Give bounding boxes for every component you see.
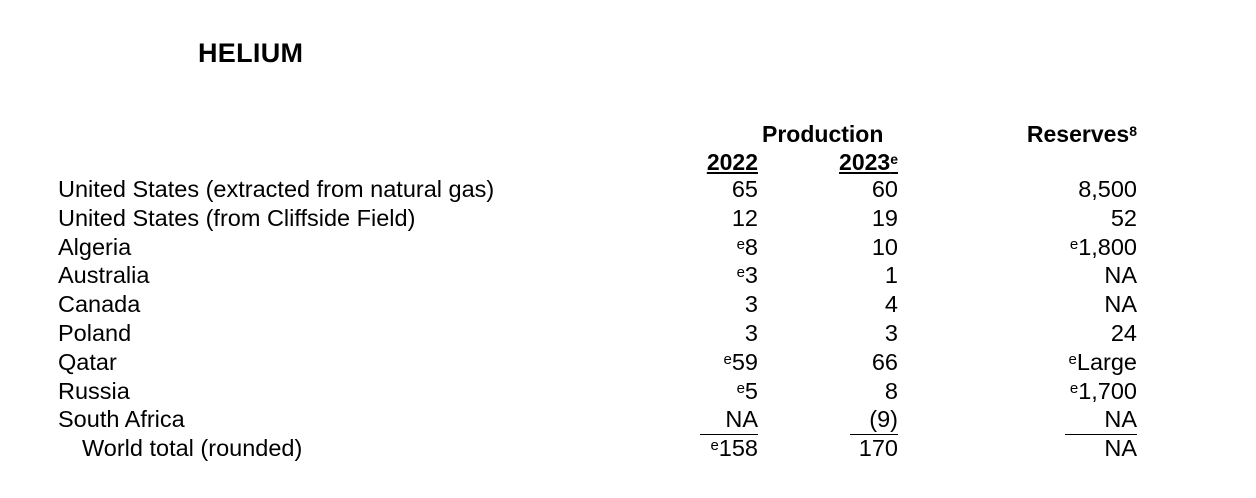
table-row: Canada 3 4 NA bbox=[0, 290, 1256, 319]
total-rule-2022 bbox=[700, 434, 758, 435]
production-2022-value: e3 bbox=[736, 262, 758, 289]
reserves-value: 24 bbox=[1110, 319, 1137, 346]
reserves-value: 8,500 bbox=[1078, 176, 1137, 202]
production-2022-value: e5 bbox=[736, 377, 758, 404]
production-2023-value: 19 bbox=[871, 204, 898, 231]
reserves-value: NA bbox=[1104, 291, 1137, 318]
production-2022-value: e8 bbox=[736, 233, 758, 260]
reserves-footnote-mark: 8 bbox=[1129, 123, 1137, 139]
table-row: Australia e3 1 NA bbox=[0, 261, 1256, 290]
reserves-value: e1,800 bbox=[1069, 233, 1137, 260]
country-label: United States (extracted from natural ga… bbox=[58, 176, 495, 202]
table-row: Qatar e59 66 eLarge bbox=[0, 348, 1256, 377]
country-label: Canada bbox=[58, 291, 141, 318]
production-2023-value: 1 bbox=[884, 262, 898, 289]
year-2023-label: 2023 bbox=[839, 149, 891, 175]
total-rule-2023 bbox=[850, 434, 898, 435]
total-row: World total (rounded) e158 170 NA bbox=[0, 434, 1256, 463]
reserves-value: NA bbox=[1104, 406, 1137, 433]
table-row: United States (extracted from natural ga… bbox=[0, 175, 1256, 204]
country-label: United States (from Cliffside Field) bbox=[58, 204, 416, 231]
table-row: United States (from Cliffside Field) 12 … bbox=[0, 204, 1256, 233]
year-2023-header: 2023e bbox=[839, 148, 898, 176]
table-row: Algeria e8 10 e1,800 bbox=[0, 233, 1256, 262]
production-2022-value: NA bbox=[725, 406, 758, 433]
production-2023-value: 4 bbox=[884, 291, 898, 318]
production-2023-value: (9) bbox=[869, 406, 898, 433]
page-title: HELIUM bbox=[198, 38, 304, 68]
total-2023-value: 170 bbox=[858, 435, 898, 462]
year-2023-estimate-mark: e bbox=[890, 151, 898, 167]
reserves-header: Reserves8 bbox=[1027, 120, 1137, 148]
total-2022-value: e158 bbox=[710, 435, 758, 462]
year-2022-header: 2022 bbox=[706, 149, 758, 175]
production-header: Production bbox=[762, 121, 884, 147]
total-rule-reserves bbox=[1065, 434, 1137, 435]
table-row: Russia e5 8 e1,700 bbox=[0, 377, 1256, 406]
helium-table: United States (extracted from natural ga… bbox=[0, 175, 1256, 463]
reserves-value: 52 bbox=[1110, 204, 1137, 231]
country-label: South Africa bbox=[58, 406, 185, 433]
production-2022-value: 3 bbox=[744, 291, 758, 318]
production-2022-value: 65 bbox=[731, 176, 758, 202]
country-label: Qatar bbox=[58, 348, 117, 375]
production-2022-value: 12 bbox=[731, 204, 758, 231]
table-row: Poland 3 3 24 bbox=[0, 319, 1256, 348]
reserves-value: NA bbox=[1104, 262, 1137, 289]
reserves-header-label: Reserves bbox=[1026, 121, 1130, 147]
production-2023-value: 10 bbox=[871, 233, 898, 260]
production-2023-value: 3 bbox=[884, 319, 898, 346]
total-reserves-value: NA bbox=[1104, 435, 1137, 462]
production-2023-value: 60 bbox=[871, 176, 898, 202]
production-2022-value: e59 bbox=[723, 348, 758, 375]
table-row: South Africa NA (9) NA bbox=[0, 405, 1256, 434]
reserves-value: e1,700 bbox=[1069, 377, 1137, 404]
total-label: World total (rounded) bbox=[82, 435, 303, 462]
reserves-value: eLarge bbox=[1068, 348, 1137, 375]
country-label: Russia bbox=[58, 377, 130, 404]
country-label: Algeria bbox=[58, 233, 132, 260]
production-2022-value: 3 bbox=[744, 319, 758, 346]
production-2023-value: 66 bbox=[871, 348, 898, 375]
production-2023-value: 8 bbox=[884, 377, 898, 404]
country-label: Poland bbox=[58, 319, 132, 346]
country-label: Australia bbox=[58, 262, 150, 289]
